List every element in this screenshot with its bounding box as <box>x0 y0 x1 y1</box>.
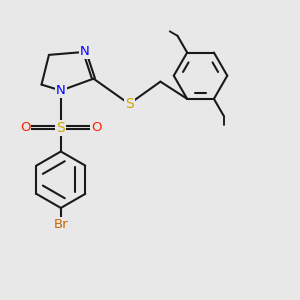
Text: O: O <box>20 121 30 134</box>
Text: S: S <box>56 121 65 135</box>
Text: N: N <box>56 84 66 97</box>
Text: Br: Br <box>53 218 68 231</box>
Text: S: S <box>125 97 134 111</box>
Text: N: N <box>80 45 89 58</box>
Text: O: O <box>91 121 102 134</box>
